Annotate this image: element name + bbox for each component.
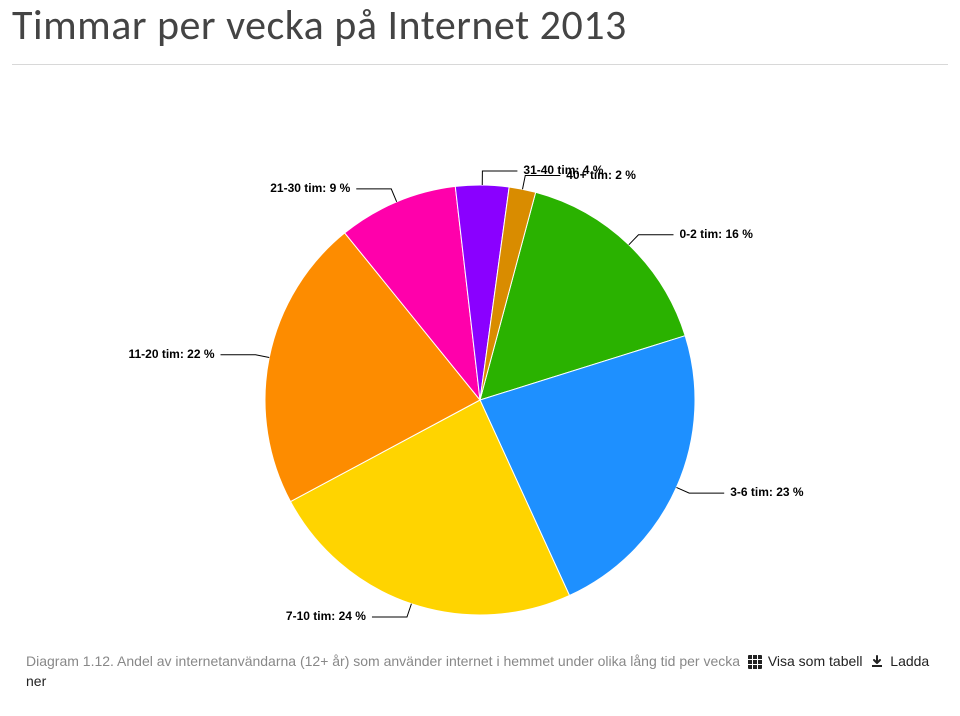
slice-label: 40+ tim: 2 % (566, 168, 636, 182)
grid-icon[interactable] (748, 655, 762, 669)
leader-line (676, 487, 724, 493)
slice-label: 21-30 tim: 9 % (270, 181, 350, 195)
slice-label: 3-6 tim: 23 % (730, 485, 803, 499)
slice-label: 0-2 tim: 16 % (680, 227, 753, 241)
download-icon[interactable] (870, 655, 884, 669)
leader-line (522, 176, 560, 190)
slice-label: 7-10 tim: 24 % (286, 609, 366, 623)
leader-line (482, 171, 517, 185)
page: Timmar per vecka på Internet 2013 Diagra… (0, 0, 960, 716)
leader-line (356, 189, 396, 202)
leader-line (372, 604, 411, 617)
leader-line (629, 235, 674, 245)
slice-label: 11-20 tim: 22 % (128, 347, 214, 361)
chart-caption: Diagram 1.12. Andel av internetanvändarn… (26, 652, 934, 691)
show-as-table-link[interactable]: Visa som tabell (768, 653, 863, 669)
leader-line (221, 355, 270, 358)
page-title: Timmar per vecka på Internet 2013 (12, 0, 627, 51)
caption-text: Diagram 1.12. Andel av internetanvändarn… (26, 653, 740, 669)
